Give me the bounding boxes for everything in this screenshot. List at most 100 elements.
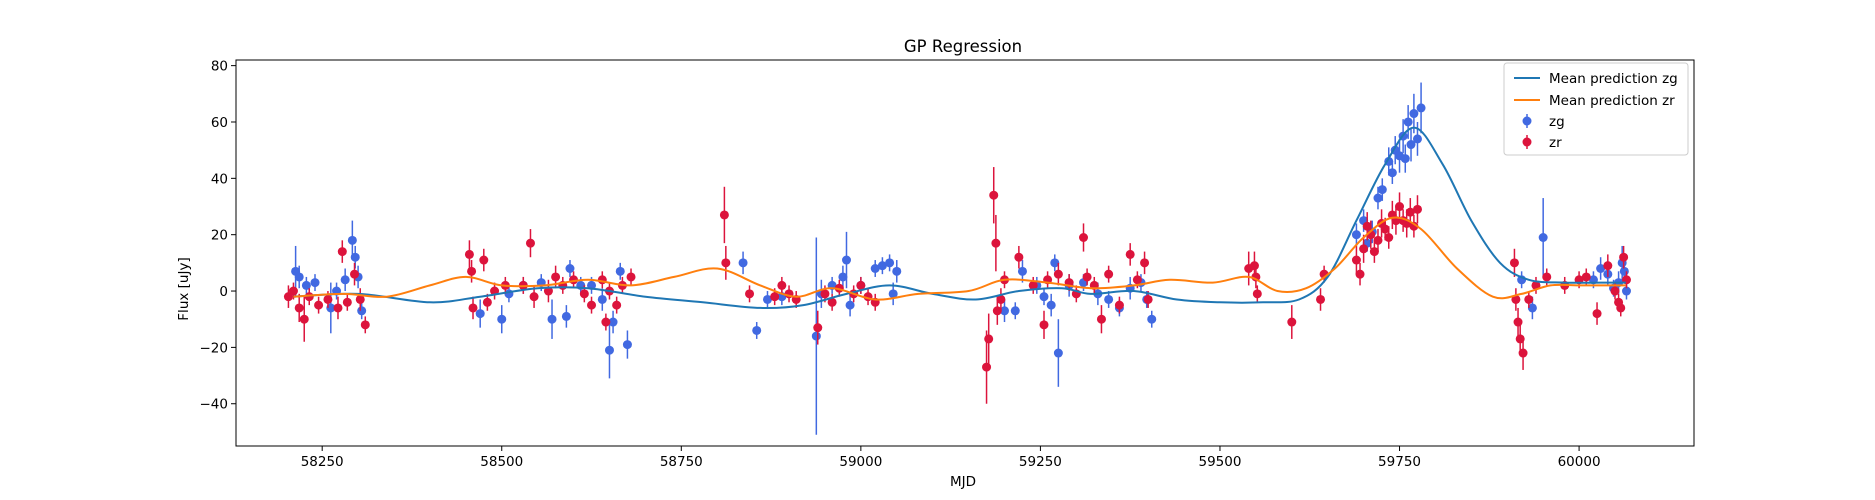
zr-point	[612, 300, 622, 310]
zg-point	[1351, 230, 1361, 240]
zr-point	[1039, 320, 1049, 330]
mean-prediction-zg-line	[293, 126, 1626, 310]
zg-point	[350, 252, 360, 262]
zr-point	[1369, 247, 1379, 257]
y-tick-label: 60	[211, 115, 228, 131]
zg-point	[838, 272, 848, 282]
zg-point	[1387, 168, 1397, 178]
y-tick-label: 20	[211, 228, 228, 244]
zr-point	[1362, 221, 1372, 231]
zr-point	[587, 300, 597, 310]
zr-point	[1351, 255, 1361, 265]
zr-point	[482, 297, 492, 307]
zr-point	[1252, 289, 1262, 299]
zg-point	[1046, 300, 1056, 310]
zg-point	[1527, 303, 1537, 313]
zg-point	[762, 294, 772, 304]
zr-point	[626, 272, 636, 282]
chart-title: GP Regression	[904, 37, 1022, 56]
zg-point	[604, 345, 614, 355]
x-axis-label: MJD	[950, 474, 976, 490]
zr-point	[1079, 233, 1089, 243]
zr-point	[479, 255, 489, 265]
zg-point	[1400, 154, 1410, 164]
zr-point	[813, 323, 823, 333]
zr-point	[551, 272, 561, 282]
zr-point	[1249, 261, 1259, 271]
zg-point	[301, 280, 311, 290]
zg-point	[1596, 263, 1606, 273]
zr-point	[721, 258, 731, 268]
zr-point	[745, 289, 755, 299]
x-tick-label: 58250	[301, 454, 344, 470]
zg-point	[1050, 258, 1060, 268]
mean-lines-group	[293, 126, 1626, 310]
x-tick-label: 58750	[660, 454, 703, 470]
zr-point	[333, 303, 343, 313]
zr-point	[323, 294, 333, 304]
legend-box	[1503, 62, 1689, 156]
zr-point	[856, 280, 866, 290]
zg-point	[497, 314, 507, 324]
x-tick-label: 59000	[839, 454, 882, 470]
zg-point	[888, 289, 898, 299]
zg-point	[1104, 294, 1114, 304]
zr-point	[1395, 202, 1405, 212]
zr-point	[314, 300, 324, 310]
zg-point	[608, 317, 618, 327]
plot-area	[283, 82, 1631, 435]
zr-point	[1028, 280, 1038, 290]
y-axis-ticks: −40 −20 0 20 40 60 80	[200, 59, 236, 413]
zg-point	[1010, 306, 1020, 316]
zr-point	[337, 247, 347, 257]
x-tick-label: 59250	[1019, 454, 1062, 470]
zr-point	[342, 297, 352, 307]
zr-point	[1619, 252, 1629, 262]
zr-point	[1384, 233, 1394, 243]
zr-point	[468, 303, 478, 313]
zr-point	[989, 190, 999, 200]
zr-point	[982, 362, 992, 372]
zr-point	[1104, 269, 1114, 279]
zr-point	[1082, 272, 1092, 282]
zr-point	[1542, 272, 1552, 282]
y-tick-label: −20	[200, 340, 229, 356]
zr-point	[1125, 249, 1135, 259]
zg-point	[622, 340, 632, 350]
zr-point	[1114, 300, 1124, 310]
zg-point	[1147, 314, 1157, 324]
zr-point	[827, 297, 837, 307]
legend-label-zg: zg	[1549, 114, 1565, 130]
zr-point	[1581, 272, 1591, 282]
zg-point	[1373, 193, 1383, 203]
zr-point	[467, 266, 477, 276]
zr-point	[350, 269, 360, 279]
x-tick-label: 59500	[1198, 454, 1241, 470]
zr-point	[304, 292, 314, 302]
zr-point	[1610, 286, 1620, 296]
zr-point	[777, 280, 787, 290]
zr-point	[719, 210, 729, 220]
zg-point	[1000, 306, 1010, 316]
zr-point	[1513, 317, 1523, 327]
zg-point	[547, 314, 557, 324]
zg-point	[885, 258, 895, 268]
zg-point	[1412, 134, 1422, 144]
zr-point	[992, 306, 1002, 316]
axes-frame	[235, 59, 1695, 447]
zg-point	[561, 311, 571, 321]
zr-point	[579, 289, 589, 299]
zr-point	[996, 294, 1006, 304]
zg-point	[841, 255, 851, 265]
zr-point	[1132, 275, 1142, 285]
zr-point	[529, 292, 539, 302]
zr-point	[770, 292, 780, 302]
mean-prediction-zr-line	[293, 216, 1626, 301]
zr-point	[1359, 244, 1369, 254]
zr-point	[1412, 204, 1422, 214]
zr-point	[1511, 294, 1521, 304]
zg-point	[1377, 185, 1387, 195]
zr-point	[1616, 303, 1626, 313]
zr-point	[601, 317, 611, 327]
